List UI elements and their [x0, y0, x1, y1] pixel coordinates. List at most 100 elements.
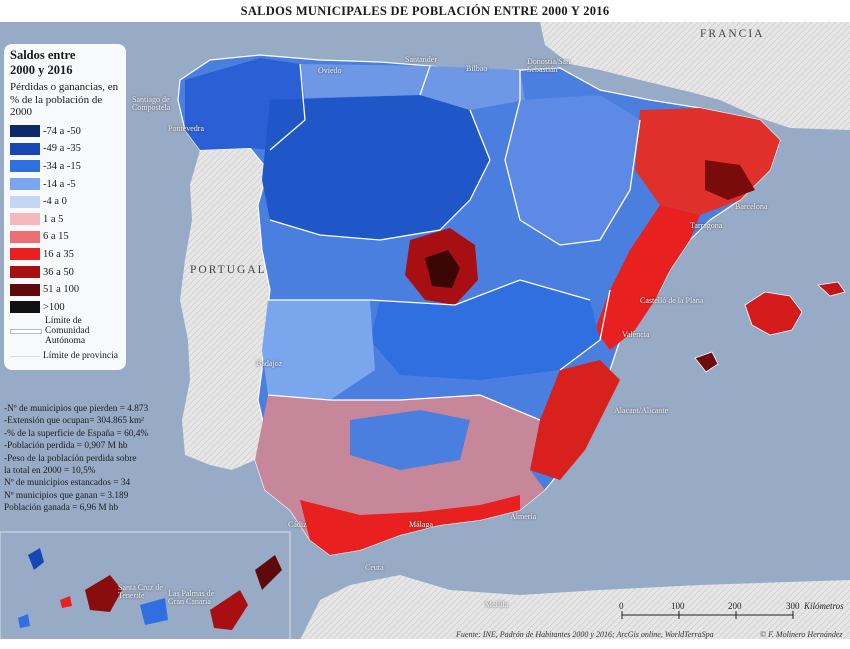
legend-class-label: 16 a 35 — [43, 248, 74, 260]
scale-unit: Kilómetros — [804, 601, 844, 611]
stat-line: Población ganada = 6,96 M hb — [4, 503, 119, 514]
legend-class-label: -34 a -15 — [43, 160, 81, 172]
scale-tick-100: 100 — [671, 601, 685, 611]
portugal-land — [180, 148, 270, 470]
place-santander: Santander — [405, 55, 437, 64]
region-extremadura — [262, 300, 375, 400]
legend-swatch — [10, 142, 40, 155]
legend-class-label: -14 a -5 — [43, 178, 76, 190]
place-valencia: València — [622, 330, 650, 339]
stat-line: -Extensión que ocupan= 304.865 km² — [4, 416, 144, 427]
legend-title-line1: Saldos entre — [10, 48, 76, 62]
place-santiago: Santiago de Compostela — [132, 95, 171, 112]
region-murcia — [530, 360, 620, 480]
legend-title-line2: 2000 y 2016 — [10, 63, 73, 77]
stat-line: -Población perdida = 0,907 M hb — [4, 441, 128, 452]
map-title: SALDOS MUNICIPALES DE POBLACIÓN ENTRE 20… — [240, 4, 610, 18]
place-donostia: Donostia/San Sebastián — [527, 57, 571, 74]
legend-class-label: >100 — [43, 301, 65, 313]
legend-class-row: 36 a 50 — [10, 263, 126, 281]
france-land — [540, 22, 850, 130]
stat-line: Nº municipios que ganan = 3.189 — [4, 490, 129, 501]
legend-class-row: -34 a -15 — [10, 158, 126, 176]
region-castilla-mancha — [370, 280, 600, 380]
legend-class-label: 36 a 50 — [43, 266, 74, 278]
country-label-portugal: PORTUGAL — [190, 264, 267, 276]
place-ceuta: Ceuta — [365, 563, 384, 572]
balearic-mallorca — [744, 291, 803, 336]
scale-tick-200: 200 — [728, 601, 742, 611]
place-bilbao: Bilbao — [466, 64, 488, 73]
legend-boundary-label: Límite de provincia — [43, 351, 118, 362]
legend-swatch — [10, 301, 40, 314]
region-andalusia-coast — [300, 495, 520, 555]
place-melilla: Melilla — [485, 600, 509, 609]
region-valencia — [595, 205, 700, 350]
region-north-coast — [300, 64, 525, 110]
legend-swatch — [10, 266, 40, 279]
place-barcelona: Barcelona — [735, 202, 768, 211]
canary-inset — [0, 531, 291, 641]
region-barcelona — [705, 160, 755, 200]
place-badajoz: Badajoz — [256, 359, 283, 368]
scale-tick-0: 0 — [619, 601, 624, 611]
legend-class-label: -49 a -35 — [43, 143, 81, 155]
legend-boundary-community: Límite de Comunidad Autónoma — [10, 316, 126, 346]
place-las-palmas: Las Palmas de Gran Canaria — [168, 589, 215, 606]
place-castello: Castelló de la Plana — [640, 296, 704, 305]
legend-class-row: 51 a 100 — [10, 281, 126, 299]
balearic-ibiza — [694, 351, 719, 373]
legend-class-row: -49 a -35 — [10, 140, 126, 158]
legend-swatch — [10, 230, 40, 243]
legend-subtitle: Pérdidas o ganancias, en % de la poblaci… — [10, 81, 119, 118]
region-andalusia-inland — [350, 410, 470, 470]
place-alacant: Alacant/Alicante — [614, 406, 669, 415]
stat-line: -Nº de municipios que pierden = 4.873 — [4, 404, 149, 414]
source-note: Fuente: INE, Padrón de Habitantes 2000 y… — [456, 630, 714, 639]
legend-class-row: >100 — [10, 298, 126, 316]
legend-class-row: 1 a 5 — [10, 210, 126, 228]
legend-boundary-province: Límite de provincia — [10, 346, 126, 366]
legend-classes: -74 a -50 -49 a -35 -34 a -15 -14 a -5 -4 a … — [10, 123, 126, 317]
balearic-menorca — [817, 281, 846, 297]
scale-tick-300: 300 — [786, 601, 800, 611]
legend-class-label: 51 a 100 — [43, 284, 80, 296]
credit-note: © F. Molinero Hernández — [760, 630, 843, 639]
legend-class-label: -74 a -50 — [43, 125, 81, 137]
scale-bar-graphic — [621, 611, 794, 619]
region-madrid-core — [425, 250, 460, 288]
stat-line: -Peso de la población perdida sobre — [4, 453, 137, 464]
legend-class-row: -14 a -5 — [10, 175, 126, 193]
legend-class-label: 1 a 5 — [43, 213, 64, 225]
legend-swatch — [10, 195, 40, 208]
scale-bar: 0 100 200 300 Kilómetros — [618, 601, 844, 631]
legend-class-label: 6 a 15 — [43, 231, 69, 243]
legend-swatch — [10, 213, 40, 226]
place-santa-cruz: Santa Cruz de Tenerife — [118, 583, 163, 600]
boundary-swatch-community — [10, 328, 42, 334]
legend-swatch — [10, 160, 40, 173]
legend-class-row: -74 a -50 — [10, 123, 126, 141]
north-africa-land — [300, 575, 850, 640]
place-oviedo: Oviedo — [318, 66, 342, 75]
stat-line: Nº de municipios estancados = 34 — [4, 478, 131, 489]
legend-boundary-label: Límite de Comunidad Autónoma — [45, 316, 90, 347]
stats-block: -Nº de municipios que pierden = 4.873 -E… — [4, 403, 199, 515]
legend-class-row: 6 a 15 — [10, 228, 126, 246]
legend-swatch — [10, 283, 40, 296]
legend-class-label: -4 a 0 — [43, 196, 67, 208]
place-tarragona: Tarragona — [690, 221, 723, 230]
legend-swatch — [10, 125, 40, 138]
stat-line: -% de la superficie de España = 60,4% — [4, 428, 149, 439]
legend-class-row: -4 a 0 — [10, 193, 126, 211]
place-malaga: Málaga — [409, 520, 433, 529]
legend-swatch — [10, 178, 40, 191]
stat-line: la total en 2000 = 10,5% — [4, 466, 96, 477]
place-cadiz: Cádiz — [288, 520, 307, 529]
place-pontevedra: Pontevedra — [168, 124, 204, 133]
place-almeria: Almería — [510, 512, 537, 521]
community-boundaries — [267, 63, 641, 421]
region-aragon — [505, 95, 640, 245]
boundary-swatch-province — [10, 355, 40, 357]
